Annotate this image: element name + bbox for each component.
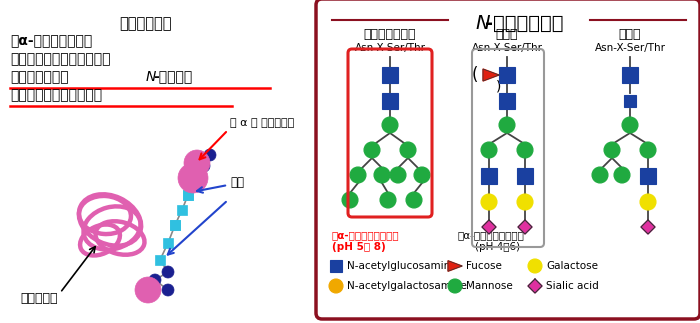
Text: 膏 α ・ アミラーゼ: 膏 α ・ アミラーゼ [230, 118, 294, 128]
Bar [382, 93, 398, 109]
Bar [517, 168, 533, 184]
Text: 複合型: 複合型 [496, 28, 518, 41]
Circle shape [204, 149, 216, 161]
Circle shape [178, 163, 208, 193]
Text: -型糖鎖の種類: -型糖鎖の種類 [485, 14, 564, 33]
FancyBboxPatch shape [316, 0, 700, 319]
Circle shape [380, 192, 396, 208]
Bar [382, 67, 398, 83]
Circle shape [448, 279, 462, 293]
Bar [622, 67, 638, 83]
Bar [170, 220, 180, 230]
Circle shape [184, 150, 210, 176]
Bar [177, 205, 187, 215]
Circle shape [382, 117, 398, 133]
Circle shape [481, 142, 497, 158]
Text: 混成型: 混成型 [619, 28, 641, 41]
Circle shape [604, 142, 620, 158]
Circle shape [190, 174, 202, 186]
Circle shape [517, 194, 533, 210]
Circle shape [614, 167, 630, 183]
Circle shape [592, 167, 608, 183]
Circle shape [374, 167, 390, 183]
Circle shape [414, 167, 430, 183]
Polygon shape [448, 261, 462, 271]
Circle shape [640, 142, 656, 158]
Bar [183, 190, 193, 200]
Text: $\mathit{N}$: $\mathit{N}$ [475, 14, 491, 33]
Circle shape [162, 284, 174, 296]
Polygon shape [483, 69, 499, 81]
Text: 基質（デンプン）と異なる: 基質（デンプン）と異なる [10, 52, 111, 66]
Circle shape [190, 156, 202, 168]
Text: ): ) [496, 80, 502, 94]
Circle shape [622, 117, 638, 133]
Text: $\mathit{N}$: $\mathit{N}$ [145, 70, 157, 84]
Text: 糖タンパク質の: 糖タンパク質の [10, 70, 69, 84]
Text: 【新機能１】: 【新機能１】 [119, 16, 172, 31]
Circle shape [528, 259, 542, 273]
Text: N-acetylgalactosamine: N-acetylgalactosamine [347, 281, 467, 291]
Circle shape [517, 142, 533, 158]
Polygon shape [528, 279, 542, 293]
Bar [183, 190, 193, 200]
Circle shape [406, 192, 422, 208]
Text: 膏α-アミラーゼは、: 膏α-アミラーゼは、 [10, 34, 92, 48]
Text: Asn-X-Ser/Thr: Asn-X-Ser/Thr [594, 43, 666, 53]
Circle shape [640, 194, 656, 210]
Text: -型糖鎖に: -型糖鎖に [153, 70, 193, 84]
Text: (: ( [472, 66, 478, 84]
Text: Sialic acid: Sialic acid [546, 281, 598, 291]
Circle shape [149, 274, 161, 286]
Circle shape [481, 194, 497, 210]
Text: 膵α-アミラーゼが結合: 膵α-アミラーゼが結合 [332, 230, 400, 240]
Bar [170, 220, 180, 230]
Text: 膵α-アミラーゼが結合: 膵α-アミラーゼが結合 [458, 230, 525, 240]
Circle shape [329, 279, 343, 293]
Polygon shape [482, 220, 496, 234]
Bar [640, 168, 656, 184]
Bar [330, 260, 342, 272]
Text: 結合する（糖鎖結合性）: 結合する（糖鎖結合性） [10, 88, 102, 102]
Text: Fucose: Fucose [466, 261, 502, 271]
Circle shape [364, 142, 380, 158]
Bar [481, 168, 497, 184]
Text: Asn-X-Ser/Thr: Asn-X-Ser/Thr [472, 43, 542, 53]
Circle shape [400, 142, 416, 158]
Circle shape [350, 167, 366, 183]
Polygon shape [641, 220, 655, 234]
Circle shape [342, 192, 358, 208]
Text: 高マンノース型: 高マンノース型 [364, 28, 416, 41]
Circle shape [499, 117, 515, 133]
Text: Asn-X-Ser/Thr: Asn-X-Ser/Thr [354, 43, 426, 53]
Bar [624, 95, 636, 107]
Text: (pH 5～ 8): (pH 5～ 8) [332, 242, 386, 252]
Bar [163, 238, 173, 248]
Circle shape [135, 277, 161, 303]
Text: Galactose: Galactose [546, 261, 598, 271]
Circle shape [162, 266, 174, 278]
Text: N-acetylglucosamine: N-acetylglucosamine [347, 261, 456, 271]
Text: タンパク質: タンパク質 [20, 291, 57, 305]
Text: 糖鎖: 糖鎖 [230, 176, 244, 190]
Bar [499, 93, 515, 109]
Polygon shape [518, 220, 532, 234]
Bar [155, 255, 165, 265]
Circle shape [390, 167, 406, 183]
Circle shape [198, 160, 210, 172]
Bar [499, 67, 515, 83]
Text: Mannose: Mannose [466, 281, 512, 291]
Text: (pH 4～6): (pH 4～6) [475, 242, 520, 252]
